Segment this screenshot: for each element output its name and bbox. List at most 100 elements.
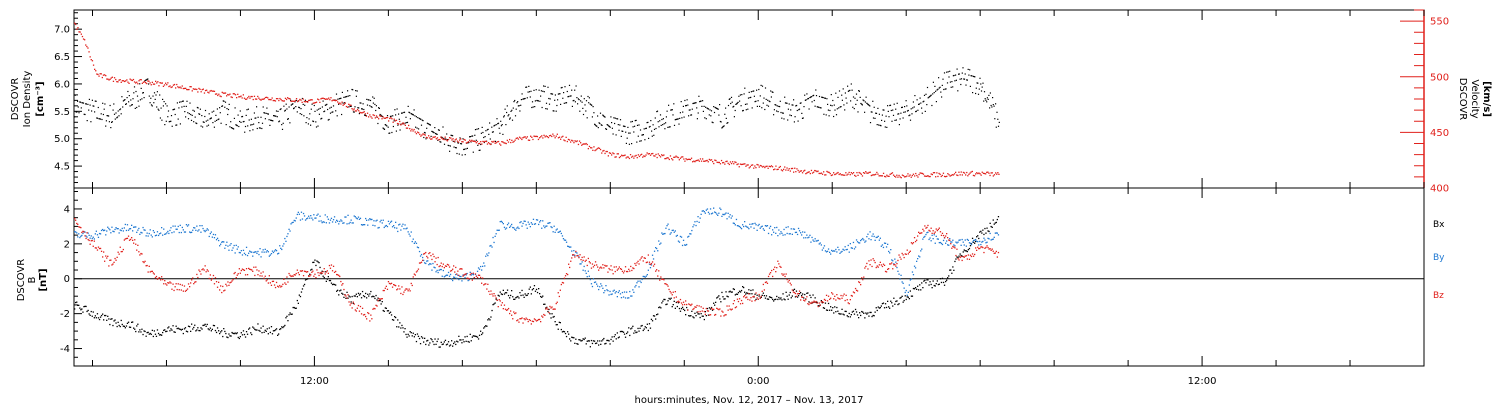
density-point (194, 116, 196, 118)
b-field-point (490, 316, 492, 318)
b-field-point (932, 230, 934, 232)
density-point (405, 116, 407, 118)
density-point (967, 68, 969, 70)
density-point (950, 86, 952, 88)
density-point (345, 96, 347, 98)
density-point (344, 96, 346, 98)
b-field-point (318, 274, 320, 277)
velocity-point (946, 175, 948, 177)
b-field-point (220, 243, 222, 245)
b-field-point (322, 275, 324, 277)
b-field-point (966, 238, 968, 241)
density-point (171, 125, 173, 127)
density-point (350, 105, 352, 107)
density-point (977, 82, 979, 84)
density-point (676, 118, 678, 120)
density-point (854, 97, 856, 99)
b-field-point (923, 230, 925, 232)
density-point (703, 105, 705, 107)
b-field-point (458, 278, 460, 281)
b-field-point (927, 224, 929, 227)
b-field-point (457, 270, 459, 272)
b-field-point (608, 294, 610, 296)
b-field-point (635, 284, 637, 287)
velocity-point (803, 170, 805, 172)
velocity-point (241, 97, 243, 99)
density-point (758, 88, 760, 91)
density-point (895, 108, 897, 110)
b-field-point (814, 301, 816, 303)
b-field-point (321, 270, 323, 272)
b-field-point (675, 235, 677, 237)
density-point (881, 114, 883, 116)
b-field-point (374, 297, 376, 300)
b-field-point (850, 247, 852, 249)
b-field-point (678, 301, 681, 303)
density-point (884, 126, 886, 128)
density-point (958, 73, 960, 75)
b-field-point (790, 297, 792, 299)
b-field-point (79, 236, 81, 239)
b-field-point (578, 257, 580, 259)
density-point (251, 124, 253, 126)
b-field-point (380, 303, 382, 305)
b-field-point (547, 310, 549, 313)
density-point (635, 119, 637, 121)
b-field-point (647, 269, 649, 271)
b-field-point (288, 228, 290, 230)
b-field-point (249, 250, 251, 252)
velocity-point (462, 141, 464, 143)
density-point (680, 101, 682, 103)
b-field-point (196, 225, 198, 227)
density-point (713, 111, 716, 114)
density-point (935, 101, 937, 103)
density-point (126, 97, 128, 99)
b-field-point (231, 331, 233, 334)
b-field-point (401, 225, 403, 227)
b-field-point (678, 307, 681, 310)
velocity-point (818, 172, 820, 175)
b-field-point (341, 284, 343, 286)
b-field-point (444, 339, 447, 341)
velocity-point (287, 97, 289, 99)
b-field-point (727, 309, 729, 311)
density-point (372, 102, 374, 104)
velocity-point (77, 27, 79, 29)
b-field-point (516, 227, 518, 229)
b-field-point (882, 302, 885, 304)
velocity-point (364, 113, 366, 115)
density-point (112, 109, 114, 111)
b-field-point (845, 294, 847, 296)
b-field-point (309, 273, 311, 275)
density-point (939, 86, 941, 88)
b-field-point (112, 324, 114, 327)
density-point (327, 119, 329, 121)
b-field-point (373, 307, 375, 310)
b-field-point (395, 285, 397, 287)
b-field-point (867, 268, 869, 270)
b-field-point (641, 278, 643, 281)
density-point (819, 107, 821, 109)
density-point (561, 86, 563, 89)
b-field-point (289, 230, 291, 232)
density-point (159, 117, 161, 119)
velocity-point (339, 102, 341, 104)
density-point (318, 113, 320, 115)
density-point (239, 120, 241, 123)
velocity-point (419, 133, 421, 136)
b-field-point (366, 297, 368, 299)
density-point (391, 131, 393, 134)
b-field-point (969, 254, 972, 256)
density-point (216, 119, 218, 121)
velocity-point (197, 91, 199, 93)
b-field-point (325, 222, 327, 224)
b-field-point (883, 264, 886, 266)
velocity-point (474, 140, 476, 143)
velocity-point (548, 135, 551, 137)
density-point (929, 95, 932, 97)
density-point (955, 79, 957, 81)
b-field-point (444, 265, 447, 267)
density-point (243, 120, 245, 123)
b-field-point (898, 273, 900, 275)
b-field-point (430, 255, 432, 257)
